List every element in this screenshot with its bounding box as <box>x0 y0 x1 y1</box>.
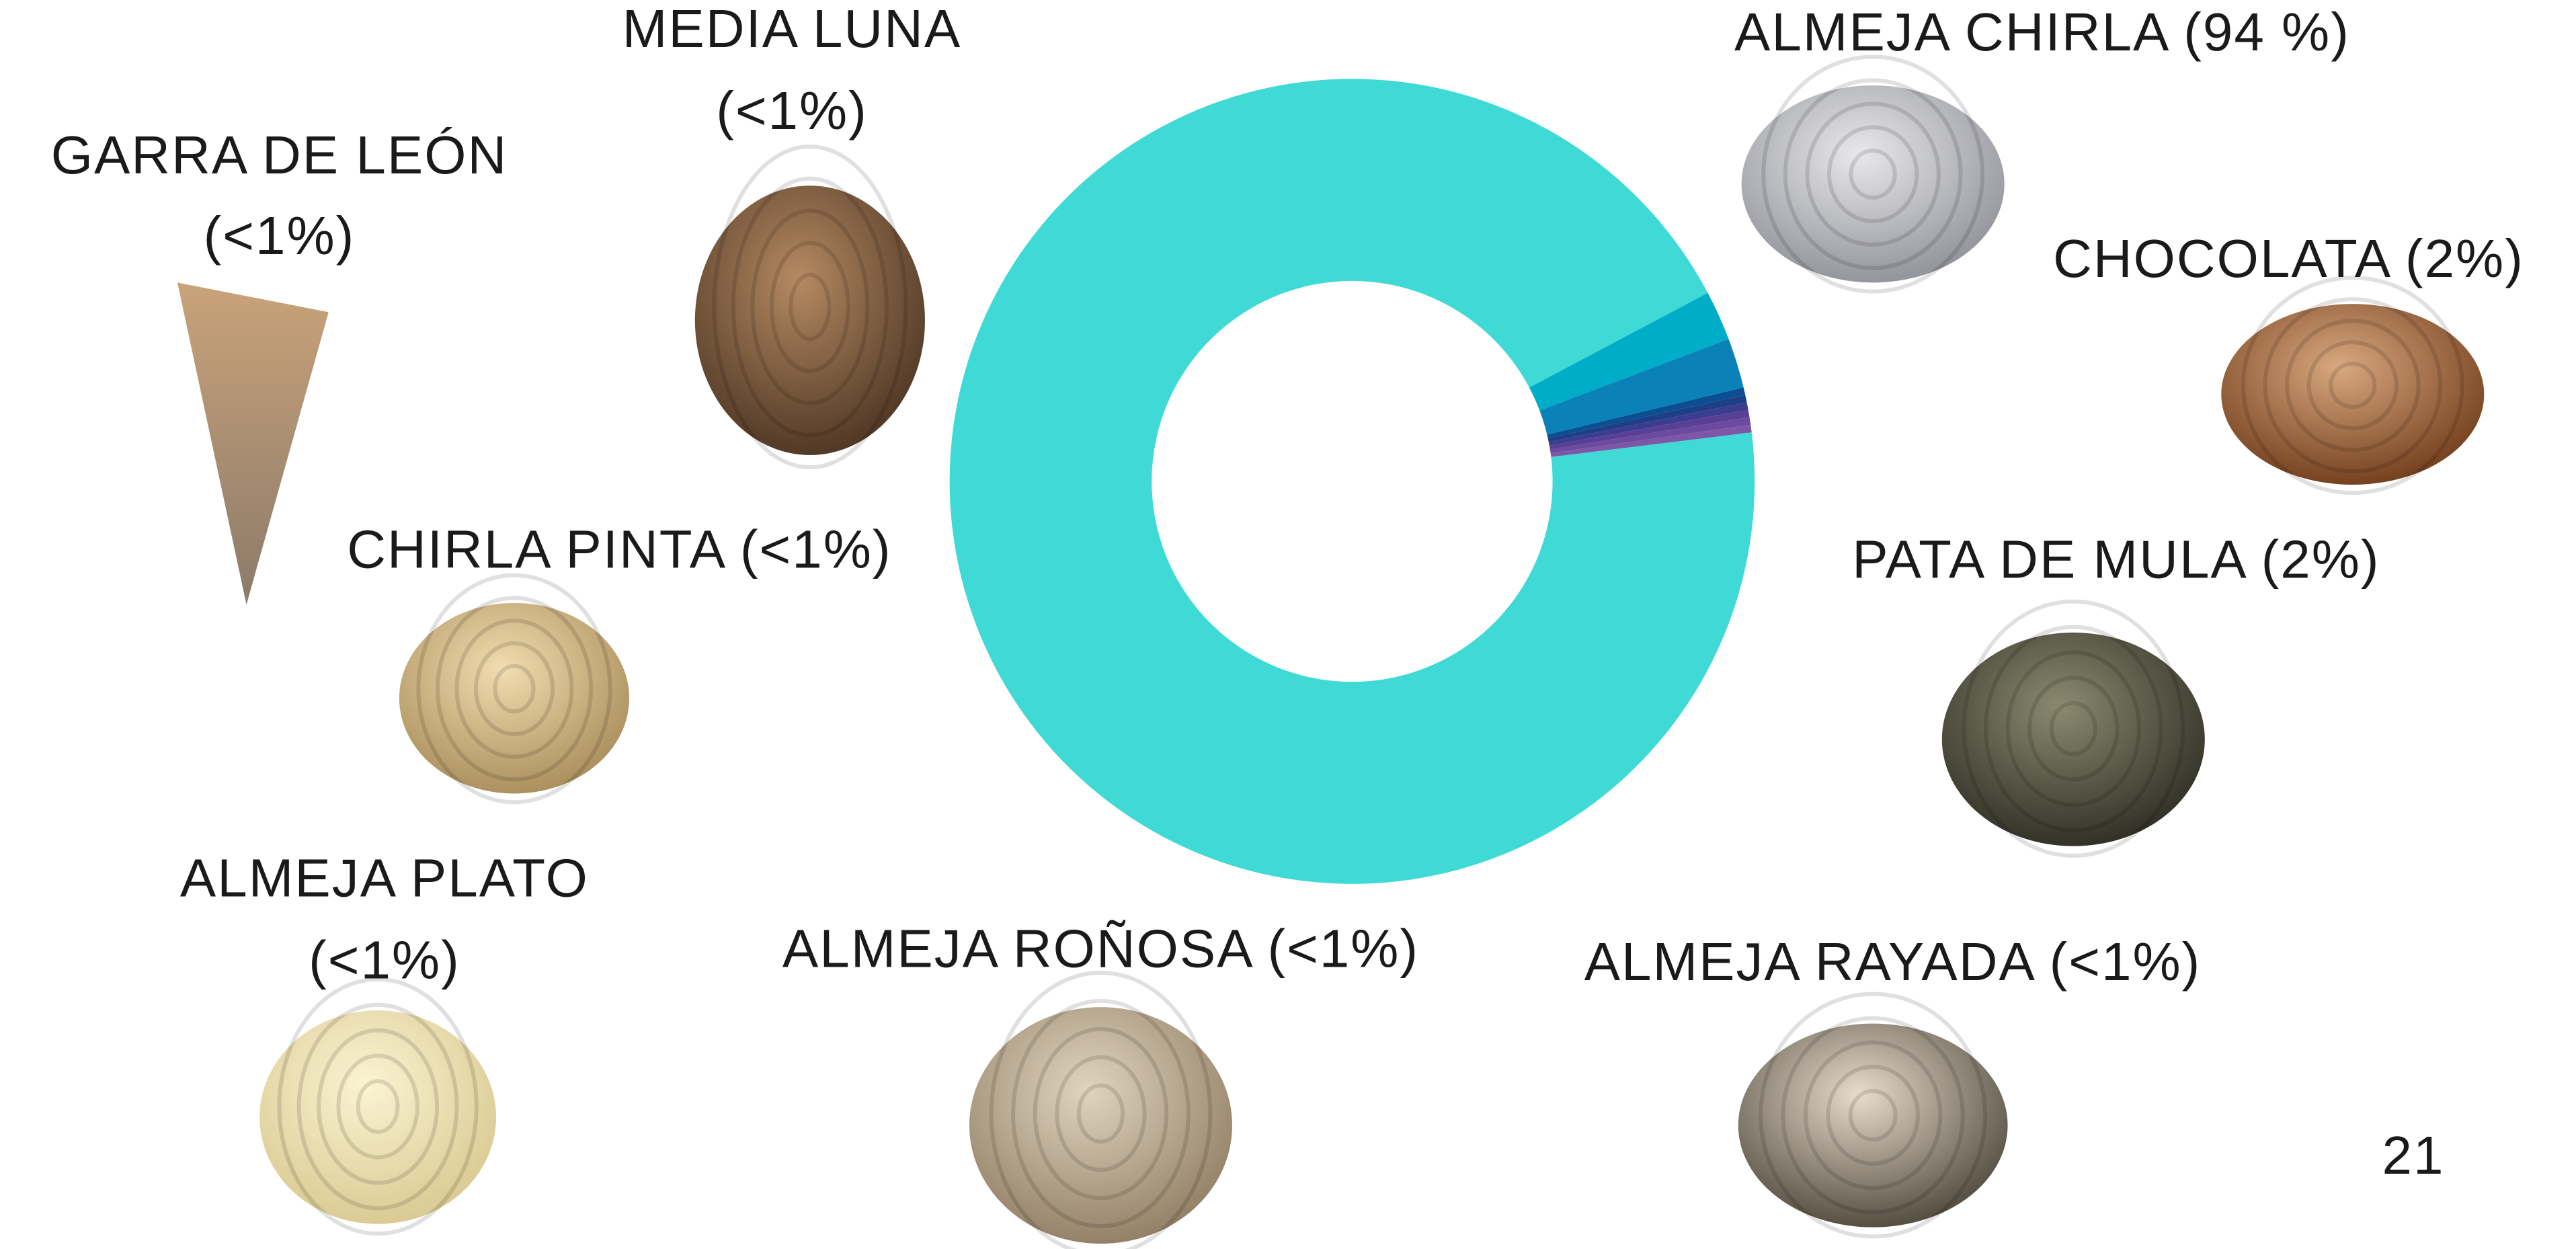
shell <box>1941 632 2205 846</box>
shell-ridge <box>769 241 850 373</box>
shell <box>969 1007 1232 1244</box>
category-name: ALMEJA RAYADA <box>1584 932 2036 992</box>
shell-ridge <box>435 596 594 782</box>
shell-ridge <box>296 1002 459 1211</box>
shell-ridge <box>1076 1083 1125 1144</box>
shell-ridge <box>493 663 536 714</box>
shell-ridge <box>2306 340 2399 431</box>
value-label: (94 %) <box>2183 2 2350 62</box>
shell-ridge <box>1849 149 1897 200</box>
shell <box>1738 1023 2008 1227</box>
shell-ridge <box>1962 599 2185 858</box>
donut-slice <box>1548 402 1748 446</box>
shell-ridge <box>1826 1064 1920 1166</box>
shell-ridge <box>277 977 479 1236</box>
donut-slice <box>1539 339 1744 435</box>
shell-ridge <box>2027 676 2120 782</box>
shell-ridge <box>1848 1088 1898 1142</box>
shell <box>177 282 329 605</box>
category-label: ALMEJA RAYADA (<1%) <box>1584 932 2202 992</box>
category-name: CHOCOLATA <box>2053 229 2391 288</box>
value-label: (2%) <box>2405 229 2524 288</box>
shell-ridge <box>2329 362 2377 409</box>
category-label: MEDIA LUNA (<1%) <box>622 0 962 140</box>
shell-ridge <box>1805 102 1941 247</box>
shell <box>2221 304 2485 485</box>
shell-ridge <box>1759 992 1988 1239</box>
shell-ridge <box>750 208 870 405</box>
value-label: (<1%) <box>716 81 868 140</box>
category-name: ALMEJA PLATO <box>180 848 589 908</box>
shell-ridge <box>336 1053 419 1160</box>
donut-slice <box>1550 424 1752 457</box>
shell-ridge <box>731 176 889 438</box>
category-label: ALMEJA ROÑOSA (<1%) <box>782 919 1419 979</box>
value-label: (<1%) <box>309 930 460 990</box>
shell-ridge <box>2005 650 2142 807</box>
donut-slice <box>1547 387 1746 439</box>
shell <box>399 602 630 794</box>
shell-ridge <box>1783 78 1963 270</box>
donut-slice <box>1549 409 1750 450</box>
shell <box>1741 85 2005 283</box>
category-name: MEDIA LUNA <box>622 0 962 58</box>
shell <box>694 186 925 455</box>
category-name: ALMEJA ROÑOSA <box>782 919 1253 979</box>
shell-ridge <box>712 144 908 470</box>
shell-ridge <box>454 618 574 759</box>
shell <box>259 1010 497 1224</box>
shell-ridge <box>2241 276 2464 495</box>
shell-ridge <box>1781 1016 1965 1215</box>
shell-ridge <box>1033 1026 1169 1201</box>
shell-ridge <box>317 1028 440 1185</box>
shell-ridge <box>1826 125 1919 223</box>
donut-slice <box>949 79 1755 884</box>
value-label: (2%) <box>2261 529 2380 589</box>
category-name: GARRA DE LEÓN <box>51 125 508 185</box>
category-name: ALMEJA CHIRLA <box>1734 2 2169 62</box>
shell-ridge <box>1011 998 1191 1229</box>
category-label: PATA DE MULA (2%) <box>1852 529 2380 589</box>
category-name: CHIRLA PINTA <box>347 520 726 579</box>
category-label: ALMEJA CHIRLA (94 %) <box>1734 2 2350 62</box>
shell-ridge <box>473 641 555 737</box>
shell-ridge <box>1055 1055 1147 1172</box>
category-label: CHIRLA PINTA (<1%) <box>347 520 891 579</box>
shell-ridge <box>1803 1040 1943 1191</box>
donut-chart <box>949 79 1755 884</box>
shell-ridge <box>416 573 612 805</box>
shell-ridge <box>2285 319 2421 452</box>
donut-slice <box>1529 292 1729 411</box>
shell-illustrations <box>177 54 2485 1249</box>
value-label: (<1%) <box>1267 919 1419 979</box>
shell-ridge <box>2049 701 2097 756</box>
shell-ridge <box>789 272 832 341</box>
category-name: PATA DE MULA <box>1852 529 2247 589</box>
page-number: 21 <box>2382 1125 2445 1185</box>
category-label: GARRA DE LEÓN (<1%) <box>51 125 508 266</box>
category-label: CHOCOLATA (2%) <box>2053 229 2524 288</box>
shell-ridge <box>989 971 1213 1249</box>
shell-ridge <box>1761 54 1985 294</box>
value-label: (<1%) <box>204 206 356 266</box>
donut-slice <box>1549 417 1751 454</box>
value-label: (<1%) <box>740 520 892 579</box>
shell-ridge <box>2263 297 2443 474</box>
labels: ALMEJA CHIRLA (94 %)CHOCOLATA (2%)PATA D… <box>51 0 2524 992</box>
value-label: (<1%) <box>2050 932 2202 992</box>
category-label: ALMEJA PLATO (<1%) <box>180 848 589 990</box>
shell-ridge <box>356 1079 400 1134</box>
donut-slice <box>1547 395 1747 442</box>
shell-ridge <box>1983 624 2163 833</box>
